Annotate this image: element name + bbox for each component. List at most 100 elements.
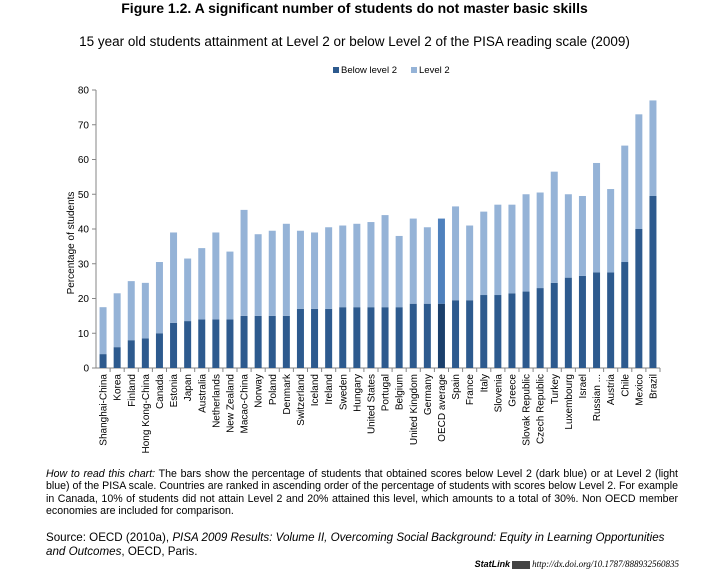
x-tick-label: Greece (507, 374, 518, 407)
bar-below-level-2 (466, 300, 474, 368)
figure-title: Figure 1.2. A significant number of stud… (121, 0, 588, 16)
bar-level-2 (268, 230, 276, 316)
legend-swatch (333, 67, 339, 73)
x-tick-label: France (465, 374, 476, 406)
legend-label: Below level 2 (341, 65, 397, 76)
bar-level-2 (452, 206, 460, 301)
y-tick-label: 60 (78, 155, 90, 166)
bar-below-level-2 (423, 303, 431, 368)
bar-level-2 (423, 227, 431, 304)
bar-level-2 (226, 251, 234, 320)
y-tick-label: 10 (78, 329, 90, 340)
bar-below-level-2 (480, 295, 488, 368)
y-axis-title: Percentage of students (66, 192, 77, 295)
x-tick-label: Poland (268, 374, 279, 405)
bar-below-level-2 (437, 303, 445, 368)
y-tick-label: 30 (78, 259, 90, 270)
bar-level-2 (198, 248, 206, 320)
bars-layer (99, 100, 657, 368)
y-tick-label: 70 (78, 120, 90, 131)
legend-swatch (411, 67, 417, 73)
bar-below-level-2 (127, 340, 135, 368)
y-tick-label: 80 (78, 86, 90, 97)
bar-below-level-2 (593, 272, 601, 368)
x-tick-label: Netherlands (211, 374, 222, 428)
x-tick-label: Iceland (310, 374, 321, 406)
statlink-label: StatLink (474, 559, 511, 569)
bar-level-2 (578, 195, 586, 276)
bar-below-level-2 (212, 319, 220, 368)
y-tick-label: 20 (78, 294, 90, 305)
x-tick-label: New Zealand (225, 374, 236, 433)
x-tick-label: Hungary (352, 374, 363, 412)
x-tick-label: Shanghai-China (99, 374, 110, 446)
bar-level-2 (339, 225, 347, 308)
x-tick-label: Czech Republic (536, 374, 547, 444)
bar-level-2 (480, 211, 488, 296)
bar-level-2 (395, 235, 403, 308)
x-tick-label: Denmark (282, 373, 293, 415)
statlink-url[interactable]: http://dx.doi.org/10.1787/888932560835 (532, 559, 679, 569)
y-tick-label: 50 (78, 190, 90, 201)
bar-below-level-2 (99, 354, 107, 368)
bar-below-level-2 (198, 319, 206, 368)
bar-below-level-2 (621, 262, 629, 368)
x-tick-label: Slovak Republic (522, 374, 533, 446)
bar-level-2 (184, 258, 192, 322)
x-tick-label: Hong Kong-China (141, 374, 152, 454)
bar-below-level-2 (170, 322, 178, 368)
bar-level-2 (494, 204, 502, 296)
bar-below-level-2 (381, 307, 389, 368)
x-tick-label: United Kingdom (409, 374, 420, 445)
bar-level-2 (367, 222, 375, 308)
x-tick-label: Portugal (381, 374, 392, 411)
bar-level-2 (113, 293, 121, 348)
x-tick-label: Macao-China (240, 374, 251, 434)
bar-level-2 (240, 209, 248, 316)
source-title: PISA 2009 Results: Volume II, Overcoming… (46, 531, 665, 558)
bar-below-level-2 (113, 347, 121, 368)
x-tick-label: Sweden (338, 374, 349, 410)
bar-below-level-2 (649, 195, 657, 368)
x-tick-label: Mexico (634, 374, 645, 406)
bar-below-level-2 (367, 307, 375, 368)
chart-title: 15 year old students attainment at Level… (79, 34, 630, 49)
bar-below-level-2 (409, 303, 417, 368)
note-text: The bars show the percentage of students… (46, 468, 679, 518)
x-tick-label: United States (366, 374, 377, 434)
source-prefix: Source: OECD (2010a), (46, 531, 173, 544)
x-tick-label: Brazil (648, 374, 659, 399)
legend: Below level 2 Level 2 (333, 65, 450, 76)
bar-level-2 (635, 114, 643, 229)
bar-below-level-2 (635, 229, 643, 368)
bar-below-level-2 (296, 308, 304, 368)
x-tick-label: Ireland (324, 374, 335, 405)
statlink[interactable]: StatLink http://dx.doi.org/10.1787/888932… (475, 559, 679, 569)
x-tick-label: Canada (155, 374, 166, 409)
bar-level-2 (296, 230, 304, 309)
x-tick-label: Russian ... (592, 374, 603, 421)
statlink-logo-icon (512, 560, 531, 569)
x-tick-label: Luxembourg (564, 374, 575, 430)
x-tick-label: Germany (423, 374, 434, 415)
bar-below-level-2 (339, 307, 347, 368)
bar-level-2 (155, 262, 163, 334)
bar-level-2 (282, 223, 290, 316)
bar-level-2 (141, 282, 149, 339)
how-to-read-note: How to read this chart: The bars show th… (46, 468, 678, 518)
bar-below-level-2 (508, 293, 516, 368)
x-tick-label: Belgium (395, 374, 406, 410)
bar-below-level-2 (494, 295, 502, 368)
x-tick-label: Israel (578, 374, 589, 398)
x-tick-label: Estonia (169, 374, 180, 408)
bar-below-level-2 (325, 308, 333, 368)
bar-level-2 (254, 234, 262, 316)
bar-level-2 (649, 100, 657, 196)
bar-below-level-2 (226, 319, 234, 368)
bar-level-2 (127, 281, 135, 341)
bar-below-level-2 (268, 315, 276, 368)
labels-layer: Shanghai-China Korea Finland Hong Kong-Chin… (99, 373, 660, 453)
x-tick-label: Austria (606, 374, 617, 406)
note-lead: How to read this chart: (46, 468, 156, 480)
